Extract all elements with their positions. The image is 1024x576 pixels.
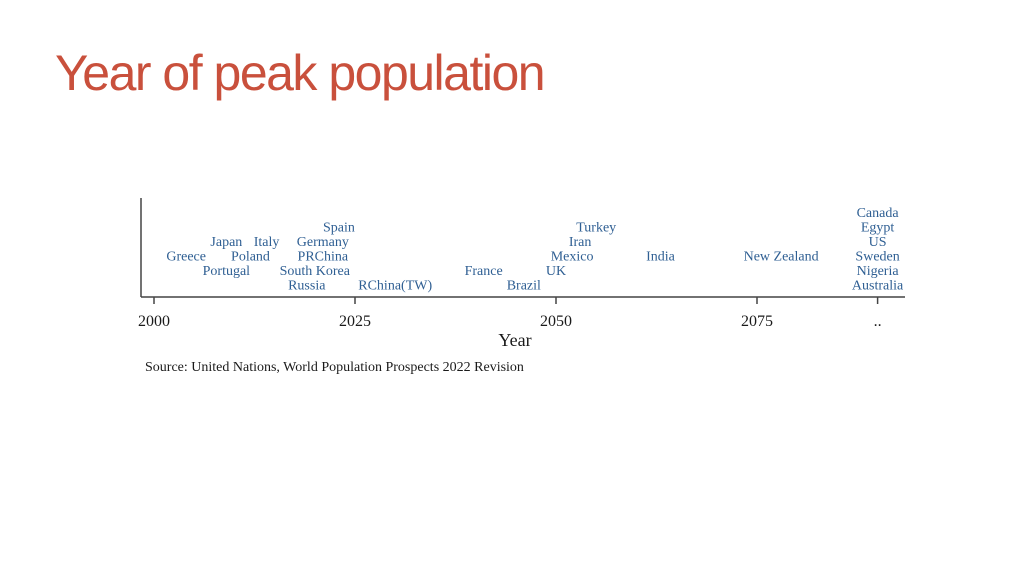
x-axis-ticks: 2000 2025 2050 2075.. — [138, 297, 882, 330]
country-label: Sweden — [855, 250, 899, 265]
country-label: RChina(TW) — [358, 279, 432, 294]
x-tick-label: 2000 — [138, 313, 170, 330]
country-label: Spain — [323, 221, 355, 236]
x-tick-label: 2050 — [540, 313, 572, 330]
country-label: South Korea — [280, 264, 351, 279]
country-label: Turkey — [576, 221, 616, 236]
country-label: Brazil — [507, 279, 541, 294]
x-tick-label: 2025 — [339, 313, 371, 330]
country-label: US — [869, 235, 887, 250]
country-label: Greece — [166, 250, 206, 265]
slide-title: Year of peak population — [55, 45, 546, 101]
source-note: Source: United Nations, World Population… — [145, 360, 524, 375]
country-label: Iran — [569, 235, 592, 250]
country-label: Canada — [857, 206, 900, 221]
country-label: France — [465, 264, 503, 279]
country-label: UK — [546, 264, 566, 279]
country-label: Australia — [852, 279, 904, 294]
country-label: Japan — [210, 235, 242, 250]
country-label: Italy — [254, 235, 280, 250]
country-label: PRChina — [298, 250, 349, 265]
country-label: Portugal — [203, 264, 251, 279]
country-label: Russia — [288, 279, 326, 294]
country-label: Mexico — [551, 250, 594, 265]
country-label: India — [646, 250, 676, 265]
x-tick-label: 2075 — [741, 313, 773, 330]
country-label: Poland — [231, 250, 270, 265]
country-label: Germany — [297, 235, 349, 250]
x-axis-title: Year — [498, 330, 531, 350]
x-tick-label: .. — [874, 313, 882, 330]
country-label: Egypt — [861, 221, 895, 236]
country-label: New Zealand — [744, 250, 819, 265]
country-label: Nigeria — [857, 264, 900, 279]
